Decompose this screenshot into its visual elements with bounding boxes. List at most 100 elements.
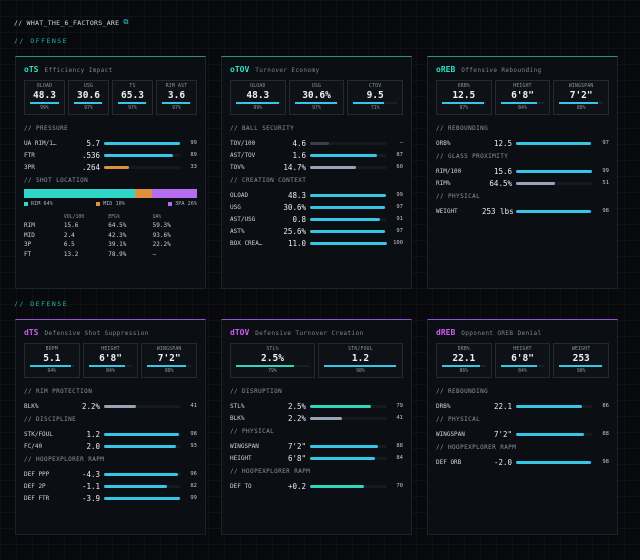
metric-label: ORB% — [436, 139, 451, 147]
table-cell: 39.1% — [108, 241, 127, 249]
stat-tile-bar — [236, 365, 309, 367]
table-cell: 13.2 — [63, 250, 79, 258]
stat-tile-value: 30.6 — [77, 90, 100, 101]
metric-bar — [310, 153, 387, 157]
metric-row: DEF 2P -1.1 82 — [24, 480, 197, 492]
stat-tile-bar — [559, 102, 604, 104]
metric-bar-fill — [516, 209, 592, 213]
stat-tile: STL% 2.5% 79% — [230, 343, 315, 378]
stat-tile-bar-fill — [442, 365, 480, 367]
external-link-icon[interactable]: ⧉ — [123, 18, 129, 26]
stat-tile: OLOAD 48.3 99% — [24, 80, 65, 115]
metric-label: BLK% — [230, 414, 245, 422]
page-title: // WHAT_THE_6_FACTORS_ARE — [14, 18, 120, 27]
metric-bar — [310, 444, 387, 448]
stat-tiles: STL% 2.5% 79% STK/FOUL 1.2 98% — [230, 343, 403, 378]
metric-bar — [516, 169, 593, 173]
metric-value: -3.9 — [81, 493, 100, 503]
stat-tile-value: 6'8" — [511, 90, 534, 101]
metric-value: 1.2 — [86, 429, 100, 439]
stat-tile-percentile: 84% — [518, 106, 527, 111]
metric-value: 15.6 — [493, 166, 512, 176]
metric-percentile: 41 — [190, 403, 197, 409]
table-cell: 2.4 — [63, 231, 75, 239]
metric-row: AST/TOV 1.6 87 — [230, 149, 403, 161]
metric-percentile: 98 — [190, 431, 197, 437]
metric-row: RIM% 64.5% 51 — [436, 177, 609, 189]
metric-row: 3PR .264 33 — [24, 161, 197, 173]
stat-tile-bar — [236, 102, 280, 104]
metric-bar-fill — [310, 153, 377, 157]
metric-bar — [516, 460, 593, 464]
stat-tile-bar-fill — [236, 365, 294, 367]
table-cell: 22.2% — [152, 241, 171, 249]
stat-tile-bar-fill — [500, 365, 538, 367]
stat-tile-bar — [147, 365, 192, 367]
metric-row: OLOAD 48.3 99 — [230, 189, 403, 201]
stat-tile-percentile: 99% — [253, 106, 263, 111]
metric-row: BLK% 2.2% 41 — [24, 400, 197, 412]
metric-value: 25.6% — [283, 226, 306, 236]
metric-row: FTR .536 89 — [24, 149, 197, 161]
metric-row: WINGSPAN 7'2" 88 — [436, 428, 609, 440]
metric-value: 14.7% — [283, 162, 306, 172]
metric-label: DEF ORB — [436, 458, 462, 466]
stat-tile-bar-fill — [30, 102, 59, 104]
stat-tile-value: 6'8" — [99, 353, 122, 364]
legend-label: 3PA 26% — [175, 201, 197, 207]
stat-tile-value: 1.2 — [351, 353, 370, 364]
stat-tile: HEIGHT 6'8" 84% — [494, 343, 551, 378]
card-title: oTS Efficiency Impact — [24, 65, 197, 74]
metric-label: AST% — [230, 227, 245, 235]
metric-percentile: 88 — [396, 443, 403, 449]
metric-label: RIM% — [436, 179, 451, 187]
metric-label: TOV/100 — [230, 139, 256, 147]
stat-tile-label: TS — [129, 84, 136, 89]
table-header: VOL/100 EFG% UA% — [24, 213, 197, 221]
stat-tile-bar — [500, 365, 545, 367]
metric-bar — [516, 181, 593, 185]
metric-percentile: 98 — [602, 459, 609, 465]
stat-tile-percentile: 97% — [312, 106, 321, 111]
group-title: // RIM PROTECTION — [24, 388, 93, 395]
metric-bar-fill — [104, 404, 136, 408]
table-row: 3P 6.5 39.1% 22.2% — [24, 240, 197, 250]
metric-bar — [310, 205, 387, 209]
stat-tile-percentile: 86% — [459, 369, 469, 374]
stat-tile-label: RIM AST — [165, 84, 188, 89]
metric-bar-fill — [310, 416, 342, 420]
metric-percentile: 98 — [602, 208, 609, 214]
stat-tile-bar — [294, 102, 339, 104]
metric-bar-fill — [310, 217, 381, 221]
group-title: // HOOPEXPLORER RAPM — [24, 456, 105, 463]
stat-tile-bar-fill — [30, 365, 72, 367]
stat-tile: USG 30.6 97% — [68, 80, 109, 115]
metric-value: 2.0 — [86, 441, 100, 451]
metric-bar — [104, 484, 181, 488]
metric-bar-fill — [310, 165, 357, 169]
stat-tile-value: 7'2" — [157, 353, 181, 364]
table-row: FT 13.2 78.9% — — [24, 250, 197, 260]
stat-tile: HEIGHT 6'8" 84% — [82, 343, 139, 378]
metric-value: 12.5 — [493, 138, 512, 148]
card-otov: oTOV Turnover Economy OLOAD 48.3 99% USG 30.6%… — [221, 56, 412, 289]
stat-tile-label: STK/FOUL — [348, 347, 373, 352]
metric-label: AST/USG — [230, 215, 256, 223]
stat-tile: DRB% 22.1 86% — [436, 343, 492, 378]
metric-percentile: 86 — [602, 403, 609, 409]
stat-tile: ORB% 12.5 97% — [436, 80, 492, 115]
metric-percentile: 100 — [393, 240, 403, 246]
metric-value: 64.5% — [489, 178, 512, 188]
metric-bar — [310, 229, 387, 233]
group-title: // BALL SECURITY — [230, 125, 295, 132]
legend-item: MID 10% — [96, 201, 125, 207]
stat-tile: CTOV 9.5 71% — [347, 80, 404, 115]
stat-tiles: OLOAD 48.3 99% USG 30.6% 97% CTOV 9.5 71% — [230, 80, 404, 115]
metric-row: DEF TO +0.2 70 — [230, 480, 403, 492]
stat-tile-label: USG — [83, 84, 94, 89]
metric-percentile: 97 — [396, 228, 403, 234]
card-dreb: dREB Opponent OREB Denial DRB% 22.1 86% HEIGH… — [427, 319, 618, 535]
stat-tile-value: 5.1 — [43, 353, 61, 364]
stat-tile-percentile: 97% — [84, 106, 93, 111]
stat-tile: STK/FOUL 1.2 98% — [318, 343, 403, 378]
